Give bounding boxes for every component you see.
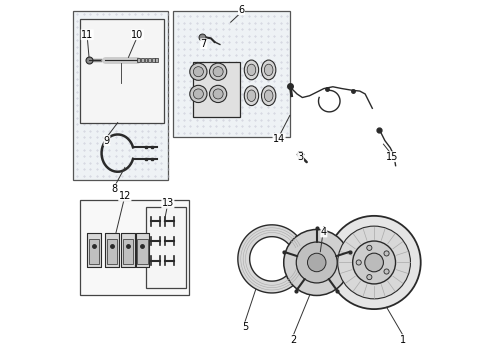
Circle shape (190, 85, 207, 103)
Bar (122, 239, 133, 264)
Ellipse shape (265, 64, 273, 76)
Circle shape (213, 67, 223, 77)
Circle shape (194, 89, 203, 99)
Circle shape (384, 251, 389, 256)
Polygon shape (238, 225, 304, 293)
Text: 11: 11 (81, 30, 93, 40)
Circle shape (353, 241, 395, 284)
Text: 7: 7 (200, 39, 207, 49)
Ellipse shape (265, 90, 273, 102)
Text: 3: 3 (297, 152, 304, 162)
Text: 12: 12 (119, 191, 131, 201)
Bar (148, 58, 151, 62)
Circle shape (367, 275, 372, 280)
Bar (137, 58, 140, 62)
Bar (122, 233, 135, 267)
Text: 2: 2 (290, 334, 296, 345)
Bar (193, 62, 240, 117)
Circle shape (384, 269, 389, 274)
Bar (87, 233, 101, 267)
Circle shape (327, 216, 421, 309)
Bar (89, 239, 99, 264)
Bar (155, 58, 158, 62)
Bar (107, 239, 117, 264)
Ellipse shape (245, 60, 259, 80)
Ellipse shape (245, 86, 259, 105)
Bar (145, 58, 147, 62)
Bar (173, 12, 290, 137)
Circle shape (190, 63, 207, 80)
Ellipse shape (262, 60, 276, 80)
Text: 9: 9 (104, 136, 110, 145)
Text: 15: 15 (386, 152, 398, 162)
Bar (136, 233, 149, 267)
Circle shape (284, 229, 350, 296)
Text: 1: 1 (400, 334, 406, 345)
Bar (152, 58, 155, 62)
Circle shape (308, 253, 326, 272)
Ellipse shape (247, 64, 256, 76)
Bar (105, 233, 119, 267)
Circle shape (194, 67, 203, 77)
Bar (73, 12, 168, 180)
Circle shape (365, 253, 383, 272)
Text: 8: 8 (111, 184, 117, 194)
Circle shape (213, 89, 223, 99)
Bar (147, 207, 186, 288)
Circle shape (367, 245, 372, 251)
Bar (141, 58, 144, 62)
Ellipse shape (247, 90, 256, 102)
Text: 6: 6 (238, 5, 245, 15)
Circle shape (210, 63, 227, 80)
Circle shape (210, 85, 227, 103)
Circle shape (338, 226, 411, 299)
Bar (80, 200, 190, 295)
Bar (80, 19, 164, 123)
Circle shape (356, 260, 361, 265)
Text: 10: 10 (131, 30, 144, 40)
Text: 13: 13 (162, 198, 174, 208)
Text: 5: 5 (242, 322, 248, 332)
Text: 14: 14 (273, 134, 285, 144)
Circle shape (296, 242, 337, 283)
Bar (137, 239, 148, 264)
Ellipse shape (262, 86, 276, 105)
Text: 4: 4 (321, 227, 327, 237)
